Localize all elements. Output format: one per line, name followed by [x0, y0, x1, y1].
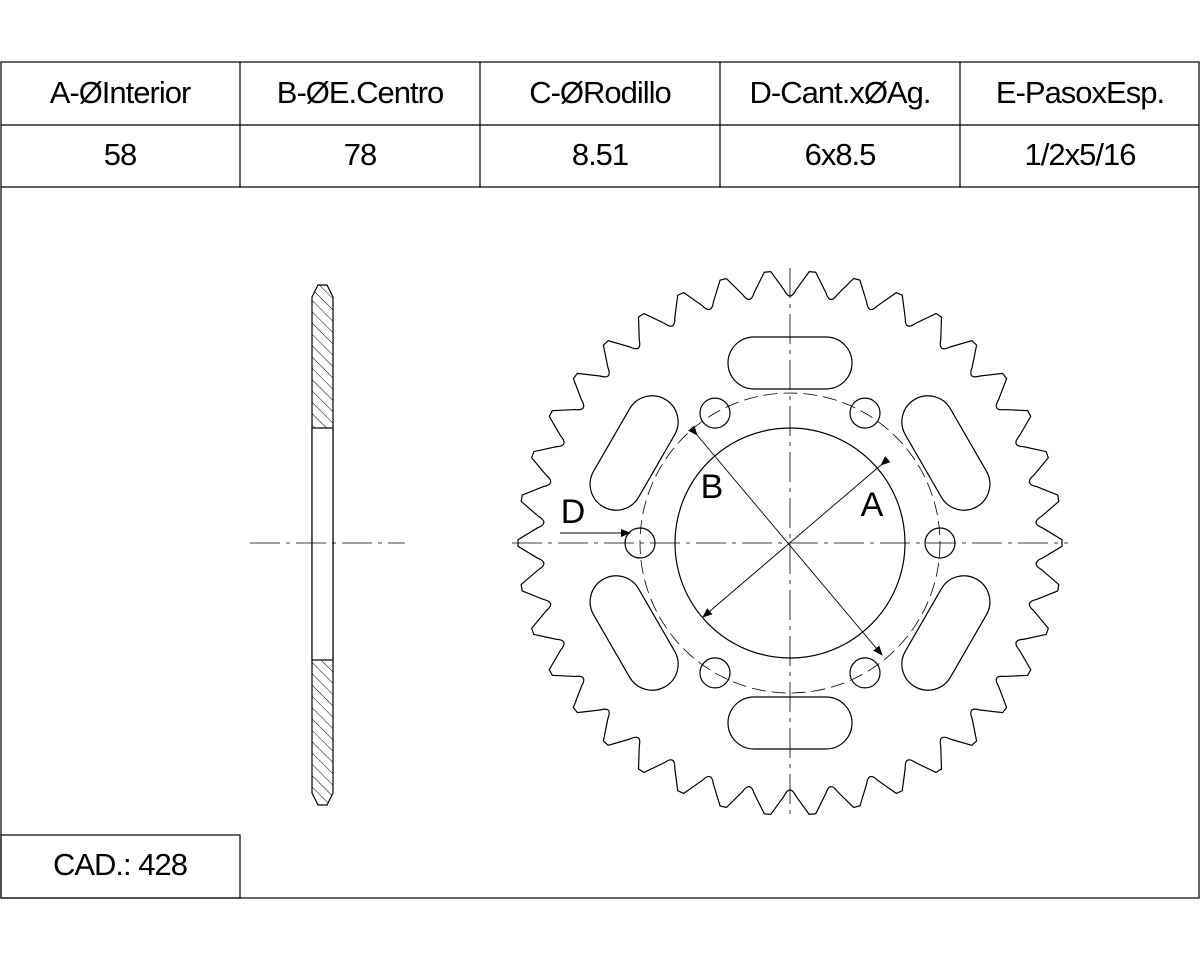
- header-cell: E-PasoxEsp.: [996, 75, 1164, 110]
- bolt-hole: [699, 397, 731, 429]
- value-cell: 1/2x5/16: [1025, 137, 1136, 172]
- bolt-hole: [699, 657, 731, 689]
- header-cell: B-ØE.Centro: [277, 75, 443, 110]
- header-cell: C-ØRodillo: [529, 75, 671, 110]
- sprocket: [512, 268, 1068, 818]
- sprocket-teeth: [517, 271, 1063, 815]
- lightening-slot: [727, 336, 853, 390]
- bolt-hole: [849, 657, 881, 689]
- bolt-hole: [624, 527, 656, 559]
- lightening-slot: [901, 575, 991, 691]
- lightening-slot: [589, 575, 679, 691]
- value-cell: 8.51: [572, 137, 628, 172]
- label-b: B: [701, 468, 724, 506]
- value-cell: 6x8.5: [805, 137, 876, 172]
- lightening-slot: [727, 696, 853, 750]
- lightening-slot: [589, 395, 679, 511]
- bolt-hole: [924, 527, 956, 559]
- value-cell: 58: [104, 137, 136, 172]
- value-cell: 78: [344, 137, 376, 172]
- side-view: [250, 284, 405, 806]
- header-cell: D-Cant.xØAg.: [750, 75, 931, 110]
- footer-code: CAD.: 428: [53, 847, 187, 882]
- label-d: D: [561, 493, 586, 531]
- bolt-hole: [849, 397, 881, 429]
- lightening-slot: [901, 395, 991, 511]
- frame: [0, 61, 1200, 899]
- label-a: A: [861, 486, 884, 524]
- header-cell: A-ØInterior: [50, 75, 191, 110]
